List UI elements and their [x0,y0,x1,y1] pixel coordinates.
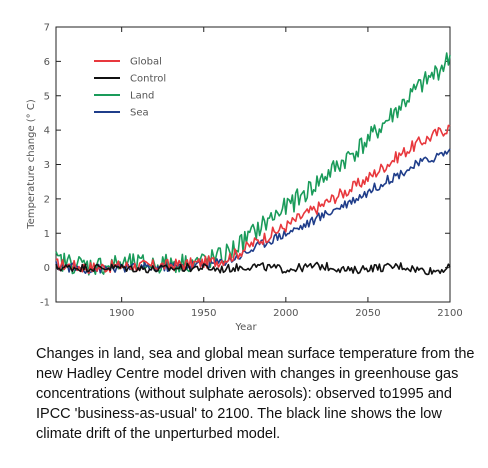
x-axis-label: Year [234,322,257,333]
series-line-global [55,124,451,275]
legend-label-land: Land [130,91,154,102]
y-tick-label: 0 [44,263,50,274]
y-tick-label: 1 [44,229,50,240]
series-line-sea [55,148,451,275]
x-tick-label: 2050 [355,308,380,319]
y-axis-label: Temperature change (° C) [26,99,37,230]
x-axis-ticks: 1900 1950 2000 2050 2100 [109,27,463,319]
legend-label-sea: Sea [130,108,149,119]
y-tick-label: -1 [40,298,50,309]
x-tick-label: 2000 [273,308,298,319]
x-tick-label: 1950 [191,308,216,319]
series-line-control [55,261,451,276]
y-tick-label: 3 [44,160,50,171]
series-lines [55,52,451,276]
legend: Global Control Land Sea [94,57,166,119]
y-tick-label: 6 [44,57,50,68]
temperature-chart: -1 0 1 2 3 4 5 6 7 1900 1950 2000 2050 2100 Global Co… [26,23,463,334]
x-tick-label: 2100 [437,308,462,319]
y-tick-label: 2 [44,194,50,205]
x-tick-label: 1900 [109,308,134,319]
y-tick-label: 4 [44,126,50,137]
y-tick-label: 7 [44,23,50,34]
legend-label-control: Control [130,74,166,85]
figure-caption: Changes in land, sea and global mean sur… [36,346,475,442]
y-tick-label: 5 [44,91,50,102]
legend-label-global: Global [130,57,162,68]
